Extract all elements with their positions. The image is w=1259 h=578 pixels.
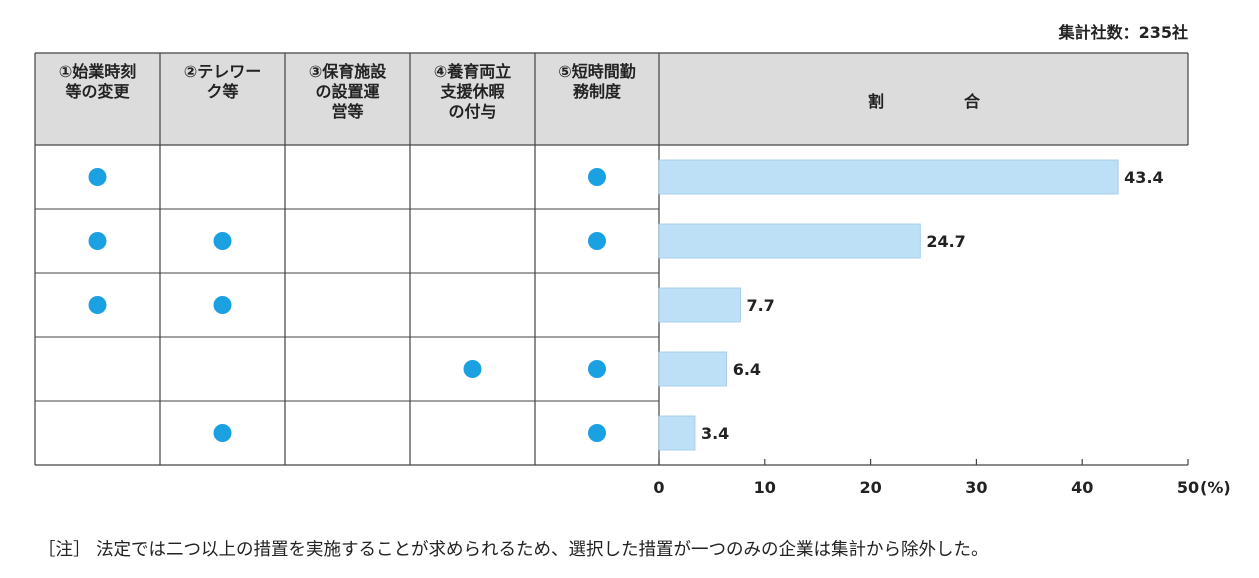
- column-header-4-line-2: 支援休暇: [439, 82, 504, 101]
- column-header-2-line-2: ク等: [206, 82, 238, 101]
- column-header-3-line-1: ③保育施設: [309, 62, 388, 81]
- sample-count-note: 集計社数：235社: [1058, 23, 1188, 42]
- bar-row-2: [658, 223, 921, 259]
- x-tick-label-30: 30: [965, 478, 987, 497]
- column-header-4-line-1: ④養育両立: [434, 62, 512, 81]
- ratio-header-2: 合: [964, 92, 981, 111]
- x-axis-unit: (%): [1200, 478, 1231, 497]
- bar-value-label-row-3: 7.7: [746, 296, 774, 315]
- row-5-dot-col-5: [588, 424, 606, 442]
- row-1-dot-col-1: [88, 168, 107, 186]
- bar-row-4: [658, 351, 728, 387]
- row-5-dot-col-2: [213, 424, 232, 442]
- column-header-5-line-2: 務制度: [573, 82, 622, 101]
- column-header-5-line-1: ⑤短時間勤: [558, 62, 636, 81]
- column-header-2-line-1: ②テレワー: [184, 62, 262, 81]
- header-background: [35, 53, 1188, 145]
- x-tick-label-50: 50: [1177, 478, 1199, 497]
- bar-row-1: [658, 159, 1119, 195]
- bar-row-5: [658, 415, 696, 451]
- row-2-dot-col-2: [213, 232, 232, 250]
- row-3-dot-col-1: [88, 296, 107, 314]
- column-header-1-line-1: ①始業時刻: [59, 62, 137, 81]
- ratio-header-1: 割: [868, 92, 884, 111]
- row-3-dot-col-2: [213, 296, 232, 314]
- row-2-dot-col-1: [88, 232, 107, 250]
- footnote: ［注］ 法定では二つ以上の措置を実施することが求められるため、選択した措置が一つ…: [38, 540, 989, 560]
- x-tick-label-20: 20: [859, 478, 881, 497]
- column-header-1-line-2: 等の変更: [64, 82, 130, 101]
- row-4-dot-col-4: [463, 360, 482, 378]
- column-header-4-line-3: の付与: [448, 102, 496, 121]
- row-2-dot-col-5: [588, 232, 606, 250]
- bar-row-3: [658, 287, 741, 323]
- x-tick-label-40: 40: [1071, 478, 1093, 497]
- bar-value-label-row-4: 6.4: [733, 360, 761, 379]
- bar-value-label-row-2: 24.7: [926, 232, 965, 251]
- row-1-dot-col-5: [588, 168, 606, 186]
- bar-value-label-row-1: 43.4: [1124, 168, 1163, 187]
- x-tick-label-10: 10: [754, 478, 776, 497]
- x-tick-label-0: 0: [653, 478, 664, 497]
- column-header-3-line-2: の設置運: [315, 82, 379, 101]
- bar-value-label-row-5: 3.4: [701, 424, 729, 443]
- column-header-3-line-3: 営等: [331, 102, 363, 121]
- row-4-dot-col-5: [588, 360, 606, 378]
